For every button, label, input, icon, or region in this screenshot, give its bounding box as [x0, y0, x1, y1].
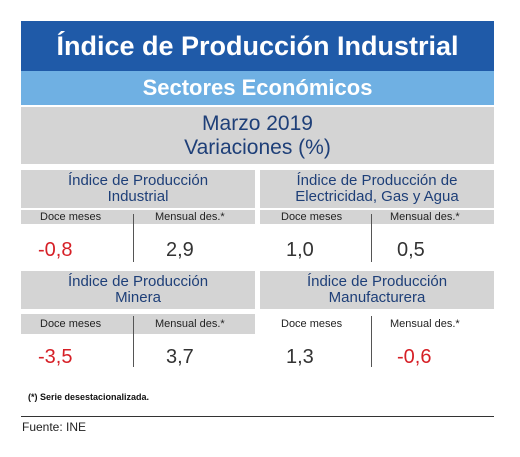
card-industrial-name-line1: Índice de Producción [67, 172, 209, 189]
card-electricity-monthly-value: 0,5 [397, 239, 425, 261]
card-manufacturing-column-header: Doce meses Mensual des.* [260, 314, 494, 334]
card-mining-monthly-value: 3,7 [166, 346, 194, 368]
monthly-column-label: Mensual des.* [390, 318, 460, 330]
annual-column-label: Doce meses [281, 211, 343, 223]
card-industrial-column-header: Doce meses Mensual des.* [21, 210, 255, 224]
card-industrial-annual-value: -0,8 [38, 239, 73, 261]
monthly-column-label: Mensual des.* [390, 211, 460, 223]
card-electricity-header: Índice de Producción de Electricidad, Ga… [260, 170, 494, 208]
card-manufacturing-name-line1: Índice de Producción [306, 273, 448, 290]
card-mining-name-line1: Índice de Producción [67, 273, 209, 290]
card-mining-header: Índice de Producción Minera [21, 271, 255, 309]
page-title: Índice de Producción Industrial [21, 21, 494, 71]
card-mining-name-line2: Minera [115, 289, 161, 306]
section-subtitle: Sectores Económicos [21, 71, 494, 105]
annual-column-label: Doce meses [40, 211, 102, 223]
card-divider [133, 214, 134, 262]
annual-column-label: Doce meses [40, 318, 102, 330]
card-electricity-name-line2: Electricidad, Gas y Agua [295, 188, 459, 205]
source-label: Fuente: INE [22, 420, 87, 434]
card-electricity-name-line1: Índice de Producción de [296, 172, 458, 189]
card-industrial-header: Índice de Producción Industrial [21, 170, 255, 208]
annual-column-label: Doce meses [281, 318, 343, 330]
card-divider [371, 316, 372, 367]
footer-divider [21, 416, 494, 417]
card-mining-annual-value: -3,5 [38, 346, 73, 368]
card-mining-column-header: Doce meses Mensual des.* [21, 314, 255, 334]
monthly-column-label: Mensual des.* [155, 211, 225, 223]
card-manufacturing-header: Índice de Producción Manufacturera [260, 271, 494, 309]
card-manufacturing-annual-value: 1,3 [286, 346, 314, 368]
card-industrial-monthly-value: 2,9 [166, 239, 194, 261]
card-divider [133, 316, 134, 367]
card-manufacturing-monthly-value: -0,6 [397, 346, 432, 368]
card-divider [371, 214, 372, 262]
footnote: (*) Serie desestacionalizada. [28, 392, 150, 402]
period-panel: Marzo 2019 Variaciones (%) [21, 107, 494, 164]
period-label: Marzo 2019 [202, 112, 313, 135]
monthly-column-label: Mensual des.* [155, 318, 225, 330]
variations-label: Variaciones (%) [184, 136, 331, 159]
card-manufacturing-name-line2: Manufacturera [328, 289, 426, 306]
card-electricity-annual-value: 1,0 [286, 239, 314, 261]
card-industrial-name-line2: Industrial [107, 188, 169, 205]
card-electricity-column-header: Doce meses Mensual des.* [260, 210, 494, 224]
